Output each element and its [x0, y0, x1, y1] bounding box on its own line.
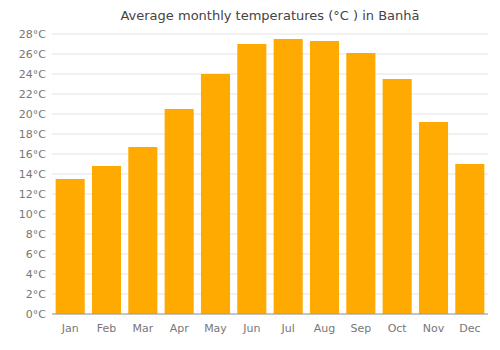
bar: [274, 39, 303, 314]
x-tick-label: Feb: [97, 322, 116, 335]
x-axis-line: [52, 314, 488, 315]
y-tick-label: 4°C: [26, 268, 46, 281]
y-tick-label: 8°C: [26, 228, 46, 241]
y-tick-label: 6°C: [26, 248, 46, 261]
bar: [455, 164, 484, 314]
grid-line: [52, 54, 488, 55]
chart: Average monthly temperatures (°C ) in Ba…: [0, 0, 500, 350]
title: Average monthly temperatures (°C ) in Ba…: [120, 8, 419, 23]
grid-line: [52, 94, 488, 95]
bar: [419, 122, 448, 314]
y-tick-label: 12°C: [19, 188, 46, 201]
x-tick-label: Jul: [281, 322, 295, 335]
grid-line: [52, 34, 488, 35]
x-tick-label: Mar: [132, 322, 153, 335]
x-axis: Jan Feb Mar Apr May Jun Jul Aug Sep Oct Nov Dec: [52, 314, 488, 335]
y-tick-label: 16°C: [19, 148, 46, 161]
x-tick-label: Jan: [61, 322, 79, 335]
bar: [165, 109, 194, 314]
grid-line: [52, 114, 488, 115]
bar: [237, 44, 266, 314]
y-axis: 0°C 2°C 4°C 6°C 8°C 10°C 12°C 14°C 16°C 18°C 20°C 2…: [19, 28, 46, 321]
bar: [92, 166, 121, 314]
x-tick-label: Oct: [388, 322, 408, 335]
y-tick-label: 22°C: [19, 88, 46, 101]
x-tick-label: Aug: [314, 322, 335, 335]
x-tick-label: Apr: [170, 322, 190, 335]
bar: [128, 147, 157, 314]
x-tick-label: Jun: [242, 322, 260, 335]
bar: [56, 179, 85, 314]
page: {"chart_data": {"type": "bar", "title": …: [0, 0, 500, 350]
y-tick-label: 24°C: [19, 68, 46, 81]
y-tick-label: 0°C: [26, 308, 46, 321]
y-tick-label: 18°C: [19, 128, 46, 141]
y-tick-label: 2°C: [26, 288, 46, 301]
y-tick-label: 10°C: [19, 208, 46, 221]
grid-line: [52, 314, 488, 315]
x-tick-label: Sep: [350, 322, 371, 335]
bar: [310, 41, 339, 314]
y-tick-label: 14°C: [19, 168, 46, 181]
x-tick-label: May: [204, 322, 227, 335]
bar: [383, 79, 412, 314]
x-tick-label: Nov: [423, 322, 445, 335]
grid-line: [52, 74, 488, 75]
bar: [201, 74, 230, 314]
bar: [346, 53, 375, 314]
grid: [52, 34, 488, 314]
bars: [56, 39, 485, 314]
y-tick-label: 26°C: [19, 48, 46, 61]
y-tick-label: 28°C: [19, 28, 46, 41]
y-tick-label: 20°C: [19, 108, 46, 121]
x-tick-label: Dec: [459, 322, 480, 335]
